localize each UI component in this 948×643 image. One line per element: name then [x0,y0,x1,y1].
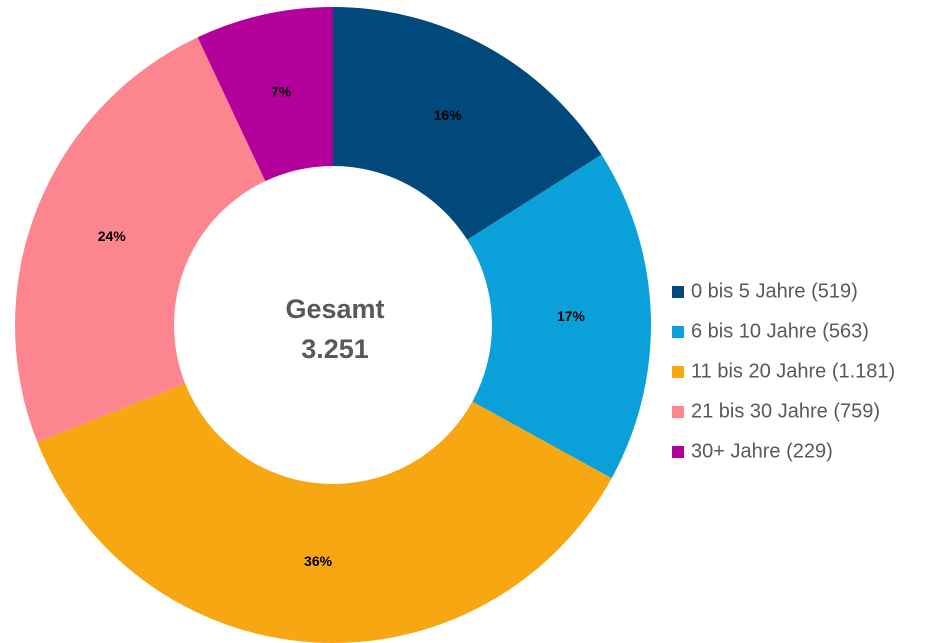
legend-label: 11 bis 20 Jahre (1.181) [691,360,895,382]
data-label: 16% [434,107,463,123]
slice [197,7,333,182]
legend-label: 0 bis 5 Jahre (519) [691,280,858,302]
legend-swatch [672,406,684,418]
legend-swatch [672,326,684,338]
slice [333,7,602,240]
slice [37,383,612,643]
slice [467,154,651,479]
legend-label: 30+ Jahre (229) [691,440,833,462]
legend-swatch [672,366,684,378]
legend-swatch [672,286,684,298]
legend-label: 6 bis 10 Jahre (563) [691,320,869,342]
slice [14,37,266,443]
center-value: 3.251 [301,334,369,364]
legend-label: 21 bis 30 Jahre (759) [691,400,880,422]
data-label: 36% [304,553,333,569]
data-label: 24% [98,228,127,244]
data-label: 7% [271,83,292,99]
data-label: 17% [557,308,586,324]
legend-swatch [672,446,684,458]
center-title: Gesamt [285,294,384,324]
